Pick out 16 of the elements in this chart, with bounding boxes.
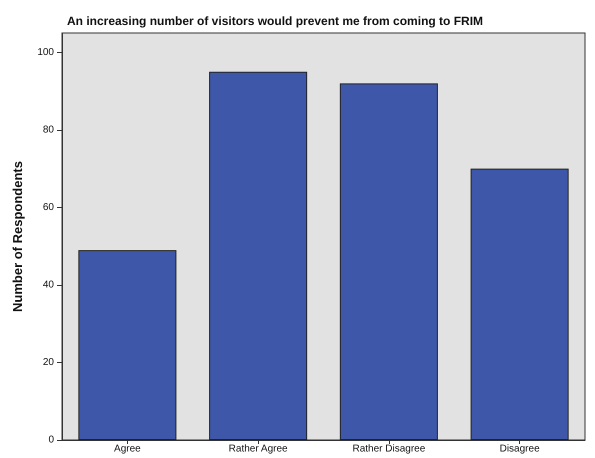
y-tick-label: 0: [48, 434, 54, 446]
y-tick-label: 20: [42, 356, 54, 368]
y-axis-title: Number of Respondents: [10, 161, 25, 312]
y-tick-label: 100: [37, 46, 54, 58]
y-tick-label: 60: [42, 202, 54, 213]
y-tick-label: 80: [42, 124, 54, 136]
bar: [340, 83, 438, 440]
x-tick-label: Rather Agree: [228, 444, 288, 454]
bar: [470, 168, 569, 440]
y-tick-label: 40: [42, 279, 54, 290]
chart-title: An increasing number of visitors would prevent me from coming to FRIM: [67, 14, 484, 28]
x-tick-label: Agree: [114, 444, 142, 454]
x-tick-label: Disagree: [500, 444, 540, 454]
bar: [209, 72, 308, 440]
x-tick-label: Rather Disagree: [352, 444, 426, 454]
bar: [78, 250, 176, 440]
